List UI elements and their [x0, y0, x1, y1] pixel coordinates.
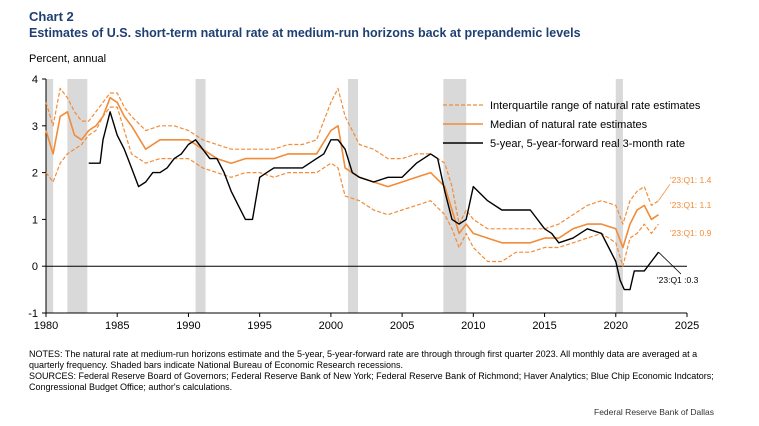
y-axis-unit-label: Percent, annual — [29, 53, 107, 65]
recession-bar — [615, 79, 623, 313]
x-tick-label: 2025 — [675, 320, 699, 330]
annotation-label: '23:Q1: 1.4 — [670, 175, 712, 185]
x-tick-label: 2005 — [390, 320, 414, 330]
annotation-leader — [658, 184, 671, 201]
recession-bar — [46, 79, 54, 313]
annotation-label: '23:Q1: 1.1 — [670, 200, 712, 210]
annotation-label: '23:Q1 :0.3 — [657, 275, 699, 285]
sources-text: SOURCES: Federal Reserve Board of Govern… — [29, 371, 714, 392]
x-tick-label: 1990 — [176, 320, 200, 330]
y-tick-label: 1 — [32, 214, 38, 226]
y-tick-label: 4 — [32, 74, 38, 86]
recession-bar — [67, 79, 88, 313]
legend-label: 5-year, 5-year-forward real 3-month rate — [490, 138, 685, 150]
recession-bar — [195, 79, 206, 313]
x-tick-label: 2000 — [319, 320, 343, 330]
legend-label: Interquartile range of natural rate esti… — [490, 100, 701, 112]
chart-notes: NOTES: The natural rate at medium-run ho… — [29, 349, 729, 393]
x-tick-label: 1980 — [34, 320, 58, 330]
x-tick-label: 2020 — [604, 320, 628, 330]
x-tick-label: 2010 — [461, 320, 485, 330]
recession-bar — [347, 79, 358, 313]
x-tick-label: 1985 — [105, 320, 129, 330]
series-line-dashed-orange — [45, 87, 659, 230]
series-line-solid-black — [88, 111, 660, 291]
notes-text: NOTES: The natural rate at medium-run ho… — [29, 349, 698, 370]
series-line-solid-orange — [45, 96, 659, 249]
series-line-dashed-orange — [45, 106, 659, 267]
annotation-label: '23:Q1: 0.9 — [670, 228, 712, 238]
y-tick-label: -1 — [28, 308, 38, 320]
annotation-leader — [658, 251, 682, 275]
y-tick-label: 2 — [32, 168, 38, 180]
x-tick-label: 2015 — [532, 320, 556, 330]
chart-title: Estimates of U.S. short-term natural rat… — [29, 26, 581, 40]
x-tick-label: 1995 — [247, 320, 271, 330]
y-tick-label: 0 — [32, 261, 38, 273]
credit-line: Federal Reserve Bank of Dallas — [594, 407, 715, 417]
chart-number: Chart 2 — [29, 9, 74, 24]
y-tick-label: 3 — [32, 121, 38, 133]
line-chart: -1 0 1 2 3 4 1980 1985 1990 1995 2000 2005 2010 2015 2… — [28, 74, 712, 330]
legend-label: Median of natural rate estimates — [490, 119, 648, 131]
recession-bar — [443, 79, 467, 313]
